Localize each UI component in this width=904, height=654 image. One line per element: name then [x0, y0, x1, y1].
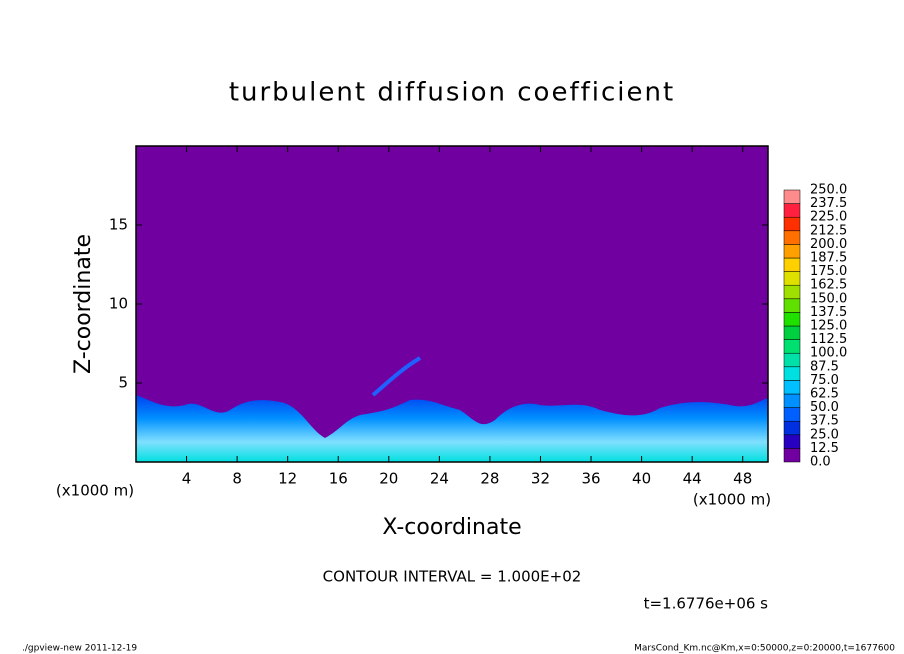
colorbar-label: 50.0	[810, 400, 839, 415]
contour-interval: CONTOUR INTERVAL = 1.000E+02	[323, 568, 582, 586]
colorbar-label: 187.5	[810, 251, 847, 266]
x-tick-label: 28	[480, 470, 499, 488]
colorbar-band	[783, 312, 801, 327]
x-tick-label: 20	[379, 470, 398, 488]
chart-title: turbulent diffusion coefficient	[229, 78, 675, 108]
time-label: t=1.6776e+06 s	[644, 595, 769, 613]
x-tick-label: 44	[683, 470, 702, 488]
colorbar-label: 150.0	[810, 291, 847, 306]
colorbar-label: 250.0	[810, 183, 847, 198]
colorbar-label: 75.0	[810, 373, 839, 388]
colorbar-band	[783, 393, 801, 408]
colorbar-label: 162.5	[810, 278, 847, 293]
colorbar-band	[783, 189, 801, 204]
y-tick-label: 5	[118, 374, 128, 392]
colorbar-band	[783, 434, 801, 449]
colorbar-label: 125.0	[810, 319, 847, 334]
colorbar-band	[783, 271, 801, 286]
colorbar-band	[783, 448, 801, 463]
colorbar-band	[783, 407, 801, 422]
footer-right: MarsCond_Km.nc@Km,x=0:50000,z=0:20000,t=…	[634, 644, 895, 654]
colorbar-band	[783, 257, 801, 272]
colorbar-label: 0.0	[810, 455, 831, 470]
colorbar-band	[783, 420, 801, 436]
y-tick-label: 10	[109, 295, 128, 313]
colorbar-label: 87.5	[810, 359, 839, 374]
x-tick-label: 40	[632, 470, 651, 488]
x-tick-label: 48	[733, 470, 752, 488]
colorbar-band	[783, 366, 801, 381]
colorbar-band	[783, 203, 801, 218]
colorbar-band	[783, 216, 801, 232]
x-tick-label: 36	[581, 470, 600, 488]
colorbar-band	[783, 284, 801, 300]
colorbar-band	[783, 325, 801, 340]
colorbar-label: 225.0	[810, 210, 847, 225]
colorbar-label: 137.5	[810, 305, 847, 320]
x-axis-label: X-coordinate	[382, 515, 521, 540]
colorbar-band	[783, 352, 801, 368]
x-tick-label: 16	[329, 470, 348, 488]
colorbar-label: 175.0	[810, 264, 847, 279]
x-tick-label: 24	[430, 470, 449, 488]
colorbar-band	[783, 339, 801, 354]
colorbar-band	[783, 380, 801, 395]
x-tick-label: 8	[232, 470, 242, 488]
y-unit: (x1000 m)	[56, 482, 134, 500]
colorbar-label: 12.5	[810, 441, 839, 456]
x-tick-label: 32	[531, 470, 550, 488]
colorbar-label: 62.5	[810, 387, 839, 402]
colorbar-band	[783, 298, 801, 313]
colorbar-label: 100.0	[810, 346, 847, 361]
colorbar-label: 37.5	[810, 414, 839, 429]
y-axis-label: Z-coordinate	[71, 234, 96, 374]
colorbar-band	[783, 244, 801, 259]
x-tick-label: 12	[278, 470, 297, 488]
turbulent-layer	[136, 395, 768, 462]
x-unit: (x1000 m)	[693, 491, 771, 509]
colorbar-label: 25.0	[810, 427, 839, 442]
x-tick-label: 4	[182, 470, 192, 488]
y-tick-label: 15	[109, 216, 128, 234]
colorbar-label: 212.5	[810, 223, 847, 238]
plume	[371, 356, 422, 397]
footer-left: ./gpview-new 2011-12-19	[22, 644, 137, 654]
colorbar-band	[783, 230, 801, 245]
colorbar-label: 200.0	[810, 237, 847, 252]
colorbar-label: 112.5	[810, 332, 847, 347]
colorbar-label: 237.5	[810, 196, 847, 211]
